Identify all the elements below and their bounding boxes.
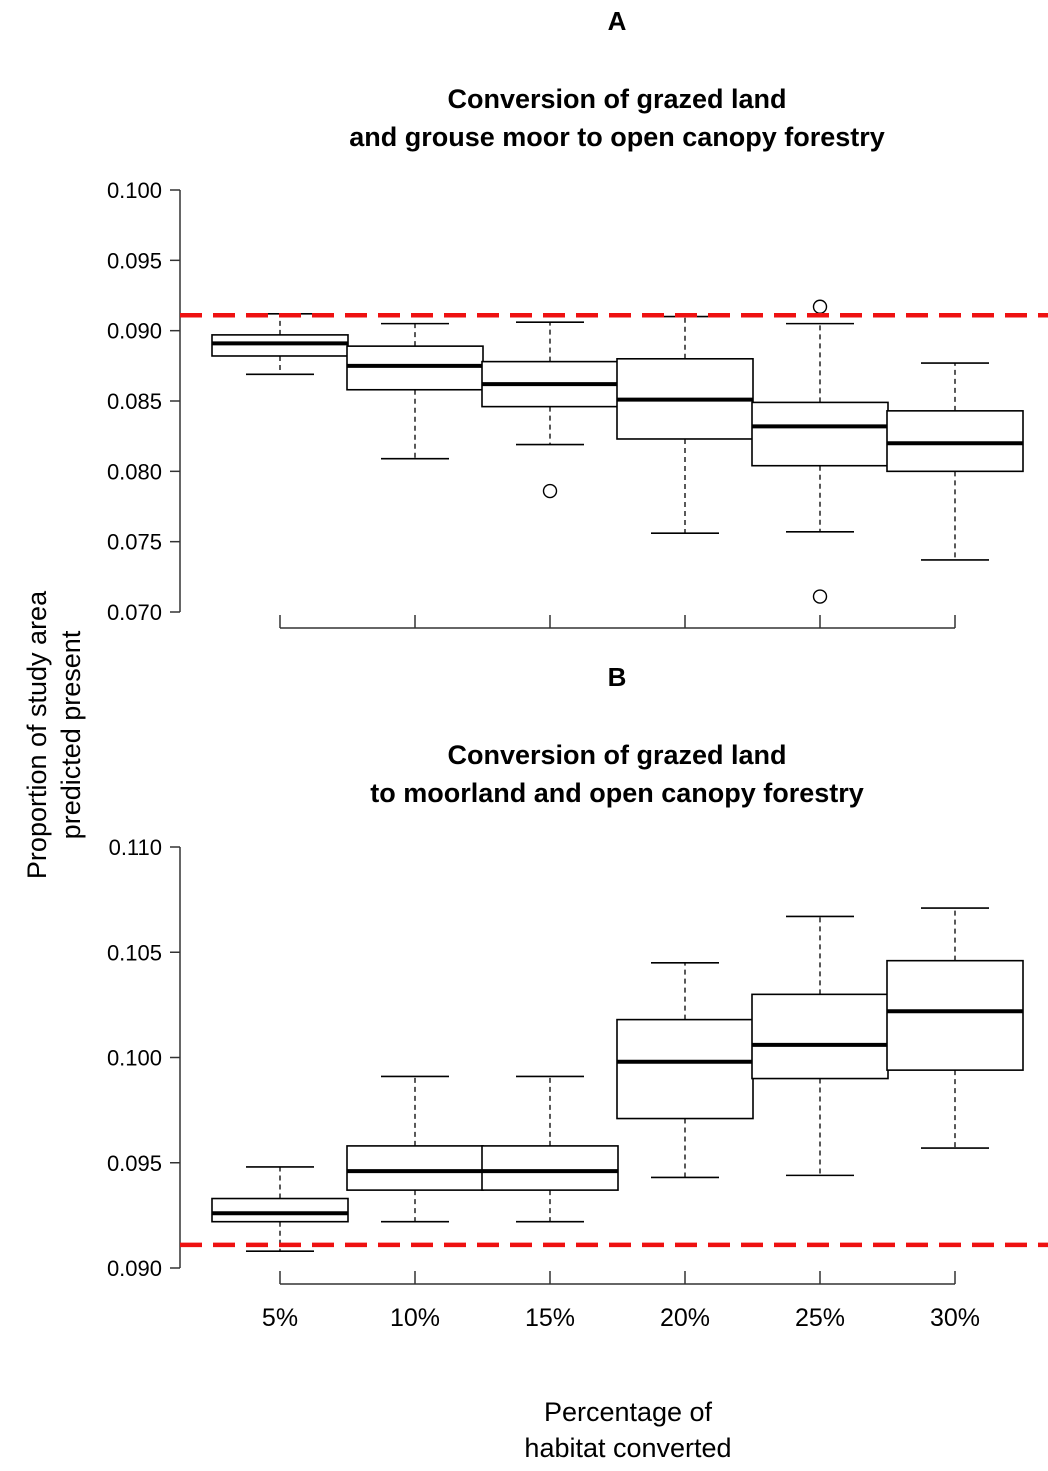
iqr-box xyxy=(481,1145,619,1191)
box-20pct xyxy=(616,961,754,1179)
y-tick-label: 0.095 xyxy=(107,1151,162,1176)
x-tick-label: 20% xyxy=(660,1304,710,1332)
y-tick-label: 0.110 xyxy=(109,835,162,860)
iqr-box xyxy=(886,959,1024,1071)
y-axis-title-line-2: predicted present xyxy=(56,630,86,839)
iqr-box xyxy=(346,345,484,391)
box-15pct xyxy=(481,321,619,499)
box-5pct xyxy=(211,1166,349,1252)
iqr-box xyxy=(211,334,349,357)
outlier-point xyxy=(812,589,828,604)
x-axis-title-line-1: Percentage of xyxy=(544,1397,713,1427)
outlier-point xyxy=(812,299,828,314)
box-20pct xyxy=(616,315,754,535)
y-tick-label: 0.085 xyxy=(107,389,162,414)
box-25pct xyxy=(751,299,889,604)
x-tick-label: 15% xyxy=(525,1304,575,1332)
box-5pct xyxy=(211,312,349,376)
iqr-box xyxy=(751,401,889,467)
iqr-box xyxy=(346,1145,484,1191)
x-tick-label: 5% xyxy=(262,1304,298,1332)
panel-b-title-line-2: to moorland and open canopy forestry xyxy=(370,778,864,808)
panel-a: A Conversion of grazed land and grouse m… xyxy=(107,6,1048,629)
box-30pct xyxy=(886,907,1024,1149)
y-tick-label: 0.075 xyxy=(107,530,162,555)
y-tick-label: 0.100 xyxy=(107,1046,162,1071)
x-tick-label: 30% xyxy=(930,1304,980,1332)
panel-b-title-line-1: Conversion of grazed land xyxy=(447,740,786,770)
iqr-box xyxy=(616,1018,754,1120)
y-axis-title: Proportion of study area predicted prese… xyxy=(22,590,86,879)
x-tick-label: 10% xyxy=(390,1304,440,1332)
box-25pct xyxy=(751,915,889,1177)
y-tick-label: 0.070 xyxy=(107,600,162,625)
x-axis-title-line-2: habitat converted xyxy=(524,1433,731,1463)
panel-a-title-line-2: and grouse moor to open canopy forestry xyxy=(349,122,885,152)
x-tick-label: 25% xyxy=(795,1304,845,1332)
panel-a-letter: A xyxy=(608,6,627,36)
y-tick-label: 0.095 xyxy=(107,248,162,273)
panel-b-letter: B xyxy=(608,662,627,692)
outlier-point xyxy=(542,483,558,499)
panel-a-plot: 0.070 0.075 0.080 0.085 0.090 0.095 0.100 xyxy=(107,178,1048,629)
panel-a-title-line-1: Conversion of grazed land xyxy=(447,84,786,114)
y-tick-label: 0.100 xyxy=(107,178,162,203)
box-15pct xyxy=(481,1075,619,1223)
box-10pct xyxy=(346,1075,484,1223)
panel-b: B Conversion of grazed land to moorland … xyxy=(107,662,1048,1332)
y-axis-title-line-1: Proportion of study area xyxy=(22,590,52,879)
y-tick-label: 0.105 xyxy=(107,940,162,965)
y-tick-label: 0.090 xyxy=(107,1256,162,1281)
y-tick-label: 0.090 xyxy=(107,319,162,344)
box-10pct xyxy=(346,322,484,460)
box-30pct xyxy=(886,362,1024,561)
panel-b-plot: 0.090 0.095 0.100 0.105 0.110 5% 10% 15% 20% 25% 3… xyxy=(107,835,1048,1332)
iqr-box xyxy=(751,993,889,1080)
iqr-box xyxy=(211,1197,349,1223)
y-tick-label: 0.080 xyxy=(107,459,162,484)
iqr-box xyxy=(886,410,1024,473)
